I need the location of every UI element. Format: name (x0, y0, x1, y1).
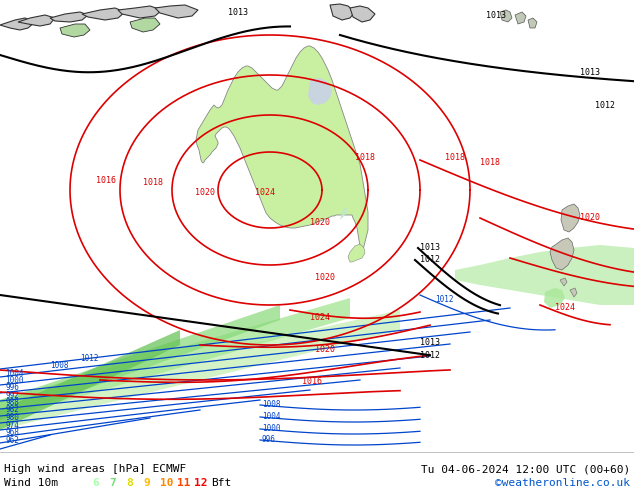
Text: 1013: 1013 (420, 338, 440, 347)
Text: 1024: 1024 (310, 313, 330, 322)
Text: 1012: 1012 (435, 295, 453, 304)
Polygon shape (196, 46, 368, 252)
Text: 1004: 1004 (262, 412, 280, 421)
Text: 988: 988 (5, 398, 19, 407)
Text: High wind areas [hPa] ECMWF: High wind areas [hPa] ECMWF (4, 464, 186, 474)
Text: 1008: 1008 (262, 400, 280, 409)
Text: 1012: 1012 (420, 255, 440, 264)
Polygon shape (350, 6, 375, 22)
Text: 962: 962 (5, 436, 19, 445)
Text: 1016: 1016 (96, 176, 116, 185)
Text: 8: 8 (126, 478, 133, 488)
Text: 1024: 1024 (255, 188, 275, 197)
Polygon shape (500, 10, 512, 22)
Text: 1024: 1024 (555, 303, 575, 312)
Text: 996: 996 (262, 435, 276, 444)
Polygon shape (82, 8, 125, 20)
Polygon shape (570, 288, 577, 297)
Text: 10: 10 (160, 478, 174, 488)
Polygon shape (0, 330, 180, 430)
Text: Wind 10m: Wind 10m (4, 478, 58, 488)
Text: 1018: 1018 (355, 153, 375, 162)
Text: 992: 992 (5, 391, 19, 400)
Text: 1013: 1013 (420, 243, 440, 252)
Text: 1000: 1000 (262, 424, 280, 433)
Polygon shape (0, 18, 35, 30)
Text: 1020: 1020 (310, 218, 330, 227)
Polygon shape (455, 245, 634, 305)
Text: 1004: 1004 (5, 369, 23, 378)
Polygon shape (18, 15, 55, 26)
Text: Tu 04-06-2024 12:00 UTC (00+60): Tu 04-06-2024 12:00 UTC (00+60) (421, 464, 630, 474)
Polygon shape (308, 78, 332, 105)
Text: 1008: 1008 (50, 361, 68, 370)
Polygon shape (330, 4, 355, 20)
Polygon shape (50, 12, 88, 22)
Text: Bft: Bft (211, 478, 231, 488)
Text: 9: 9 (143, 478, 150, 488)
Text: 982: 982 (5, 405, 19, 414)
Text: 1012: 1012 (420, 351, 440, 360)
Text: 1020: 1020 (195, 188, 215, 197)
Polygon shape (560, 278, 567, 286)
Text: 1020: 1020 (580, 213, 600, 222)
Polygon shape (515, 12, 526, 24)
Text: 1013: 1013 (228, 8, 248, 17)
Polygon shape (155, 5, 198, 18)
Text: 1000: 1000 (5, 376, 23, 385)
Polygon shape (0, 298, 350, 420)
Polygon shape (528, 18, 537, 28)
Text: 974: 974 (5, 421, 19, 430)
Text: 1016: 1016 (302, 377, 322, 386)
Polygon shape (0, 310, 400, 430)
Text: 1018: 1018 (143, 178, 163, 187)
Text: 6: 6 (92, 478, 99, 488)
Polygon shape (130, 18, 160, 32)
Polygon shape (544, 288, 565, 308)
Text: 996: 996 (5, 383, 19, 392)
Text: 980: 980 (5, 413, 19, 422)
Polygon shape (550, 238, 574, 270)
Text: 1020: 1020 (315, 273, 335, 282)
Polygon shape (118, 6, 162, 18)
Text: 7: 7 (109, 478, 116, 488)
Text: 1013: 1013 (580, 68, 600, 77)
Polygon shape (340, 206, 347, 220)
Polygon shape (348, 244, 365, 262)
Polygon shape (561, 204, 580, 232)
Text: 1020: 1020 (315, 345, 335, 354)
Text: 1012: 1012 (80, 354, 98, 363)
Text: 12: 12 (194, 478, 207, 488)
Text: 968: 968 (5, 428, 19, 437)
Text: ©weatheronline.co.uk: ©weatheronline.co.uk (495, 478, 630, 488)
Text: 11: 11 (177, 478, 190, 488)
Text: 1012: 1012 (595, 101, 615, 110)
Text: 1018: 1018 (480, 158, 500, 167)
Polygon shape (0, 305, 280, 420)
Text: 1018: 1018 (445, 153, 465, 162)
Text: 1013: 1013 (486, 11, 506, 20)
Polygon shape (60, 24, 90, 37)
